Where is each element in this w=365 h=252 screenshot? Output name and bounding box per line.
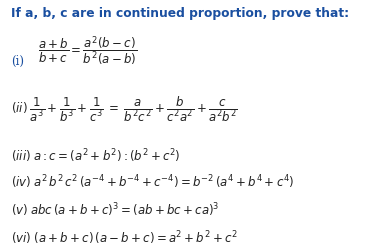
- Text: (i): (i): [11, 55, 24, 68]
- Text: $(iii)\;a:c = (a^2+b^2):(b^2+c^2)$: $(iii)\;a:c = (a^2+b^2):(b^2+c^2)$: [11, 147, 181, 165]
- Text: If a, b, c are in continued proportion, prove that:: If a, b, c are in continued proportion, …: [11, 7, 349, 20]
- Text: $(iv)\;a^2\,b^2\,c^2\,(a^{-4}+b^{-4}+c^{-4})=b^{-2}\,(a^4+b^4+c^4)$: $(iv)\;a^2\,b^2\,c^2\,(a^{-4}+b^{-4}+c^{…: [11, 174, 294, 192]
- Text: $\dfrac{a+b}{b+c} = \dfrac{a^2(b-c)}{b^2(a-b)}$: $\dfrac{a+b}{b+c} = \dfrac{a^2(b-c)}{b^2…: [38, 35, 138, 68]
- Text: $(vi)\;(a+b+c)\,(a-b+c)=a^2+b^2+c^2$: $(vi)\;(a+b+c)\,(a-b+c)=a^2+b^2+c^2$: [11, 229, 238, 247]
- Text: $(v)\;abc\,(a+b+c)^3=(ab+bc+ca)^3$: $(v)\;abc\,(a+b+c)^3=(ab+bc+ca)^3$: [11, 202, 219, 219]
- Text: $(ii)\;\dfrac{1}{a^3}+\dfrac{1}{b^3}+\dfrac{1}{c^3}\;=\;\dfrac{a}{b^2c^2}+\dfrac: $(ii)\;\dfrac{1}{a^3}+\dfrac{1}{b^3}+\df…: [11, 95, 238, 124]
